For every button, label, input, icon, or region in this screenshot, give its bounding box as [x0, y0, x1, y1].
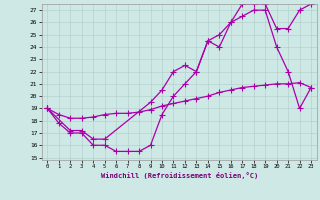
- X-axis label: Windchill (Refroidissement éolien,°C): Windchill (Refroidissement éolien,°C): [100, 172, 258, 179]
